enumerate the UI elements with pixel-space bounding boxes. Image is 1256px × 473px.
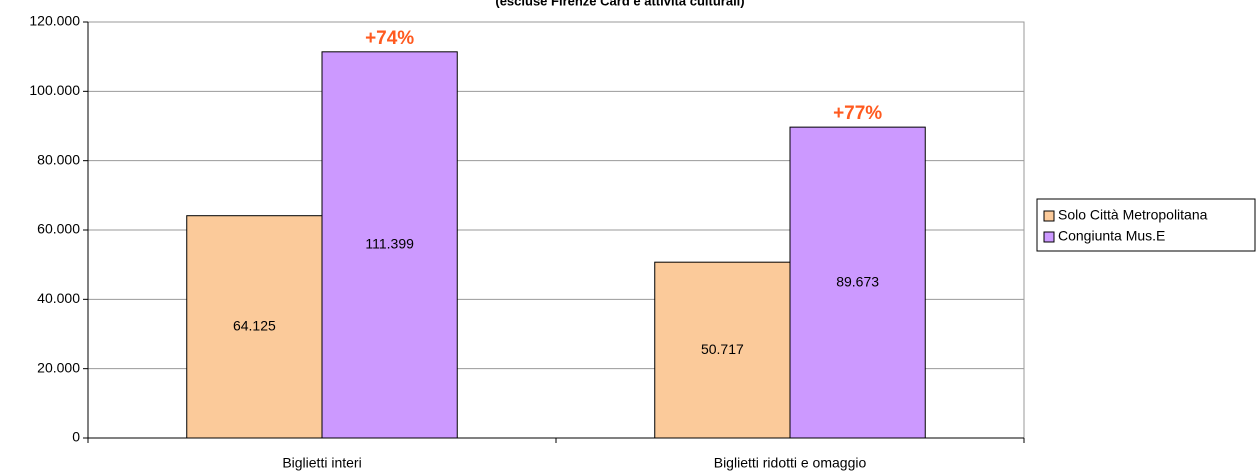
y-tick-label: 40.000 xyxy=(37,290,80,306)
y-tick-label: 80.000 xyxy=(37,151,80,167)
value-label: 89.673 xyxy=(836,273,879,289)
value-label: 64.125 xyxy=(233,318,276,334)
legend-label: Solo Città Metropolitana xyxy=(1058,207,1208,223)
chart-title: (escluse Firenze Card e attività cultura… xyxy=(495,0,744,8)
bar xyxy=(789,126,926,439)
annotation: +74% xyxy=(365,28,414,49)
bar xyxy=(321,51,458,439)
y-tick-label: 0 xyxy=(72,429,80,445)
bar xyxy=(186,215,323,439)
legend-swatch xyxy=(1043,210,1055,222)
y-tick-label: 60.000 xyxy=(37,221,80,237)
legend-swatch xyxy=(1043,231,1055,243)
x-tick-label: Biglietti ridotti e omaggio xyxy=(714,455,867,471)
y-tick-label: 20.000 xyxy=(37,359,80,375)
legend-box xyxy=(1036,198,1256,252)
annotation: +77% xyxy=(833,103,882,124)
legend-label: Congiunta Mus.E xyxy=(1058,228,1165,244)
y-tick-label: 120.000 xyxy=(29,13,80,29)
y-tick-label: 100.000 xyxy=(29,82,80,98)
x-tick-label: Biglietti interi xyxy=(282,455,361,471)
value-label: 111.399 xyxy=(365,236,414,252)
value-label: 50.717 xyxy=(701,341,744,357)
bar xyxy=(654,261,791,439)
